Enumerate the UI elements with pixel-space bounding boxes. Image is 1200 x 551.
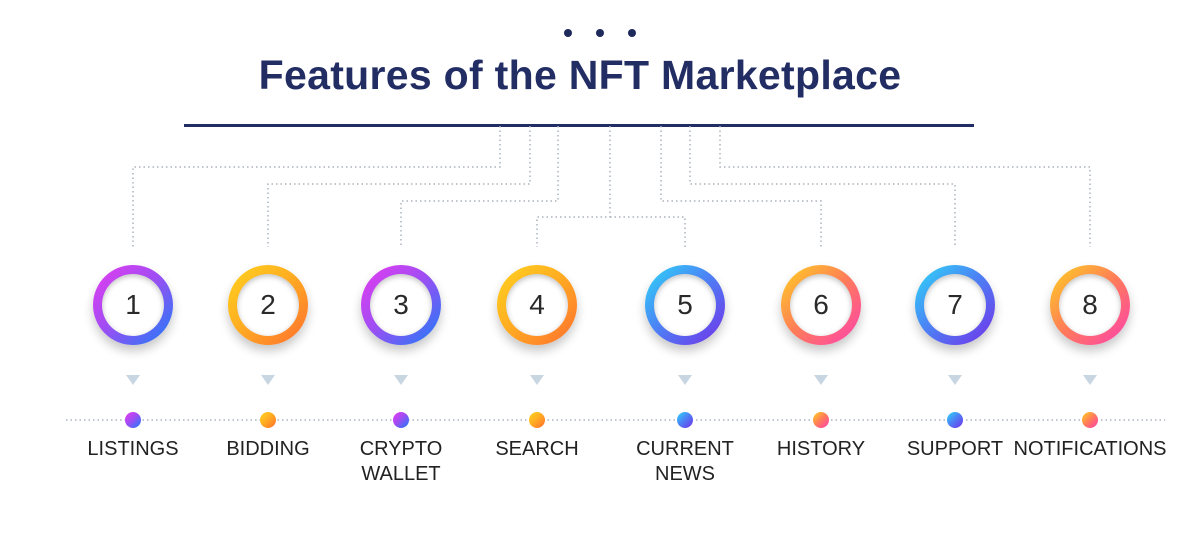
feature-number: 6: [790, 274, 852, 336]
timeline-dot: [677, 412, 693, 428]
feature-ring-5: 5: [645, 265, 725, 345]
down-arrow-icon: [948, 375, 962, 385]
feature-label: SUPPORT: [906, 438, 1004, 460]
connector-4: [536, 126, 611, 247]
timeline-dot: [393, 412, 409, 428]
timeline-dot: [947, 412, 963, 428]
feature-number: 8: [1059, 274, 1121, 336]
connector-5: [610, 216, 686, 247]
timeline-dot: [529, 412, 545, 428]
feature-ring-1: 1: [93, 265, 173, 345]
feature-ring-8: 8: [1050, 265, 1130, 345]
feature-number: 1: [102, 274, 164, 336]
connector-8: [719, 126, 1091, 247]
timeline-dot: [260, 412, 276, 428]
down-arrow-icon: [126, 375, 140, 385]
connector-1: [132, 126, 501, 247]
timeline-dot: [125, 412, 141, 428]
feature-label: HISTORY: [776, 438, 866, 460]
connector-2: [267, 126, 531, 247]
feature-number: 5: [654, 274, 716, 336]
feature-ring-3: 3: [361, 265, 441, 345]
feature-number: 3: [370, 274, 432, 336]
feature-number: 2: [237, 274, 299, 336]
feature-ring-7: 7: [915, 265, 995, 345]
down-arrow-icon: [394, 375, 408, 385]
down-arrow-icon: [814, 375, 828, 385]
down-arrow-icon: [1083, 375, 1097, 385]
feature-label: NOTIFICATIONS: [1013, 438, 1167, 460]
ellipsis-icon: [560, 26, 640, 40]
feature-label: LISTINGS: [87, 438, 179, 460]
down-arrow-icon: [530, 375, 544, 385]
page-title: Features of the NFT Marketplace: [258, 52, 902, 98]
feature-ring-6: 6: [781, 265, 861, 345]
feature-ring-2: 2: [228, 265, 308, 345]
feature-label: CRYPTO WALLET: [359, 438, 443, 485]
down-arrow-icon: [261, 375, 275, 385]
title-underline: [184, 124, 974, 127]
feature-label: CURRENT NEWS: [636, 438, 734, 485]
connector-6: [660, 126, 822, 247]
connector-7: [689, 126, 956, 247]
timeline-dot: [1082, 412, 1098, 428]
feature-ring-4: 4: [497, 265, 577, 345]
feature-label: SEARCH: [495, 438, 579, 460]
timeline-dot: [813, 412, 829, 428]
feature-number: 4: [506, 274, 568, 336]
down-arrow-icon: [678, 375, 692, 385]
feature-label: BIDDING: [226, 438, 310, 460]
feature-number: 7: [924, 274, 986, 336]
connector-3: [400, 126, 559, 247]
